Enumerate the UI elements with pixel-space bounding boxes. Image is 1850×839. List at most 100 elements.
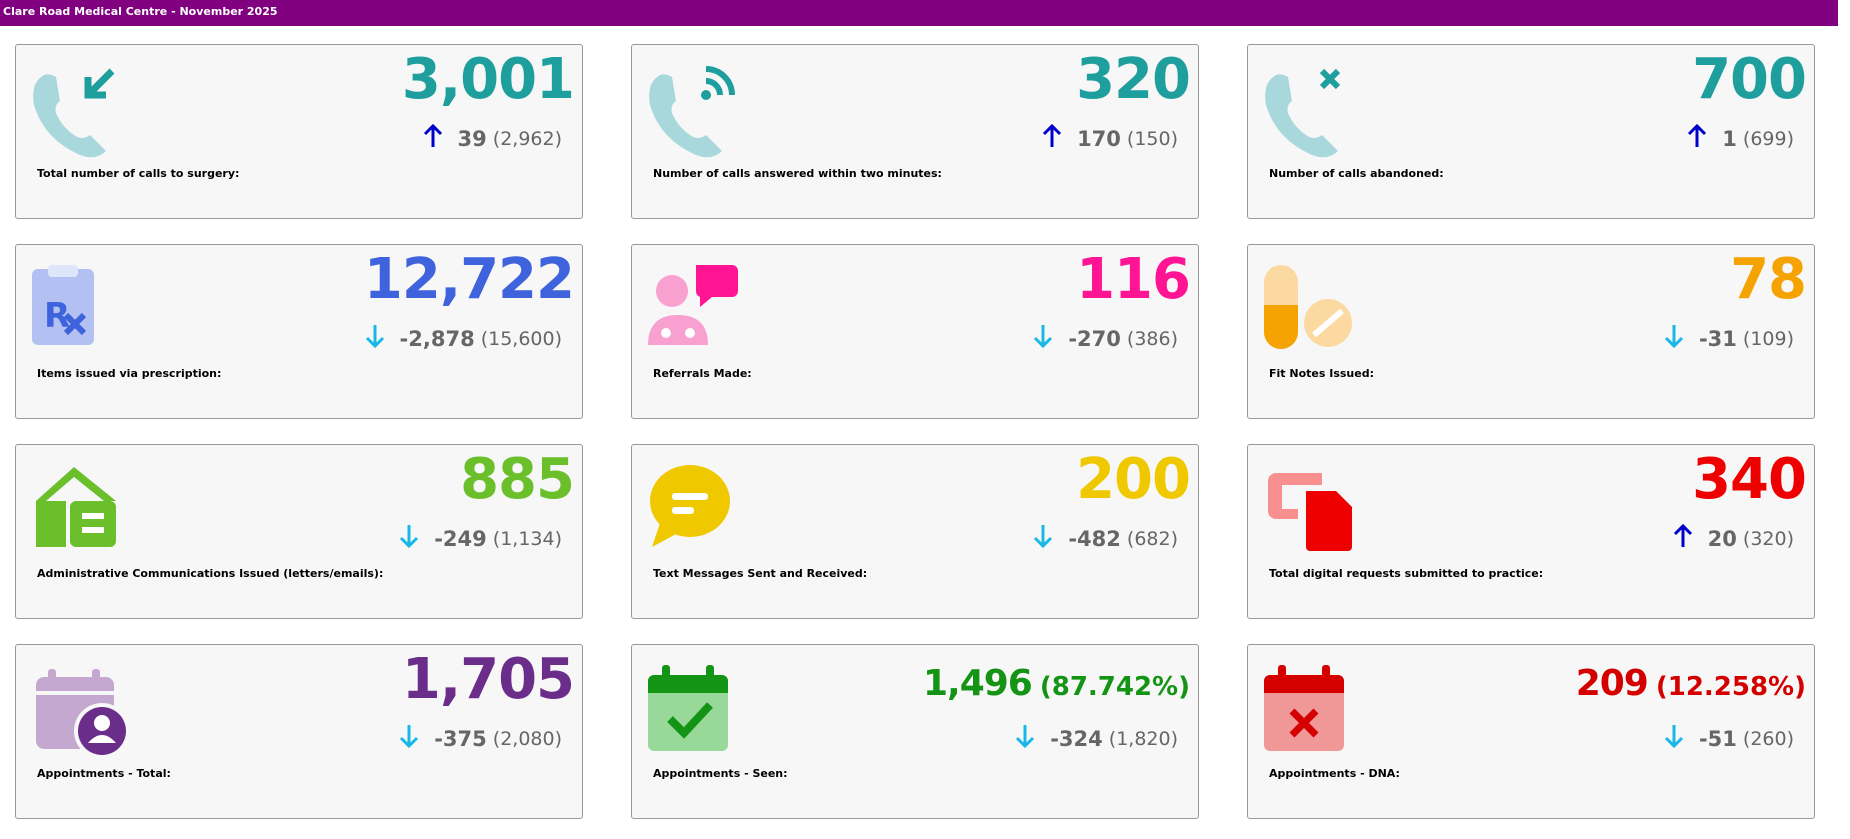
trend-arrow: [1032, 523, 1068, 554]
stat-card: 885 -249 (1,134) Administrative Communicati…: [15, 444, 583, 619]
change-value: -375: [434, 726, 487, 751]
stat-card: 209 (12.258%) -51 (260) Appointments - DNA:: [1247, 644, 1815, 819]
icon: [36, 669, 130, 759]
stat-card: 116 -270 (386) Referrals Made:: [631, 244, 1199, 419]
card-label: Text Messages Sent and Received:: [653, 567, 868, 580]
card-label: Fit Notes Issued:: [1269, 367, 1374, 380]
change-row: -375 (2,080): [398, 723, 562, 754]
change-row: 170 (150): [1041, 123, 1178, 154]
card-value: 78: [1730, 247, 1807, 312]
previous-value: (1,134): [492, 527, 562, 550]
previous-value: (699): [1742, 127, 1794, 150]
card-value: 3,001: [401, 47, 575, 112]
card-label: Referrals Made:: [653, 367, 752, 380]
card-icon: R: [30, 261, 130, 365]
header-title: Clare Road Medical Centre - November 202…: [0, 0, 1838, 26]
main-value: 885: [460, 447, 575, 512]
card-value: 340: [1692, 447, 1807, 512]
change-value: 20: [1707, 526, 1737, 551]
card-label: Number of calls answered within two minu…: [653, 167, 942, 180]
trend-arrow: [1663, 723, 1699, 754]
trend-arrow: [1032, 323, 1068, 354]
main-value: 1,705: [401, 647, 575, 712]
main-value: 1,496: [922, 663, 1033, 704]
stat-card: 200 -482 (682) Text Messages Sent and Recei…: [631, 444, 1199, 619]
percent-value: (87.742%): [1039, 672, 1190, 702]
change-row: -482 (682): [1032, 523, 1178, 554]
stat-card: 1,496 (87.742%) -324 (1,820) Appointments - …: [631, 644, 1199, 819]
change-row: -2,878 (15,600): [364, 323, 562, 354]
trend-arrow: [1663, 323, 1699, 354]
card-label: Items issued via prescription:: [37, 367, 222, 380]
change-value: -270: [1068, 326, 1121, 351]
previous-value: (1,820): [1108, 727, 1178, 750]
previous-value: (320): [1742, 527, 1794, 550]
card-value: 320: [1076, 47, 1191, 112]
card-label: Appointments - Total:: [37, 767, 171, 780]
icon: [1265, 68, 1341, 158]
icon: [650, 465, 730, 547]
card-value: 12,722: [364, 247, 575, 312]
icon: [1264, 265, 1352, 349]
card-icon: [1262, 461, 1362, 565]
main-value: 3,001: [401, 47, 575, 112]
card-value: 885: [460, 447, 575, 512]
card-icon: [1262, 261, 1362, 365]
previous-value: (2,962): [492, 127, 562, 150]
card-icon: [1262, 661, 1362, 765]
previous-value: (2,080): [492, 727, 562, 750]
icon: [648, 665, 728, 751]
stat-card: R 12,722 -2,878 (15,600) Items issued via pr…: [15, 244, 583, 419]
previous-value: (109): [1742, 327, 1794, 350]
previous-value: (15,600): [480, 327, 562, 350]
change-value: -482: [1068, 526, 1121, 551]
icon: [648, 265, 738, 345]
stat-card: 320 170 (150) Number of calls answered with…: [631, 44, 1199, 219]
card-icon: [30, 61, 130, 165]
card-value: 1,705: [401, 647, 575, 712]
card-label: Administrative Communications Issued (le…: [37, 567, 384, 580]
change-value: 39: [457, 126, 487, 151]
change-row: 39 (2,962): [422, 123, 562, 154]
card-icon: [30, 661, 130, 765]
previous-value: (260): [1742, 727, 1794, 750]
card-icon: [646, 261, 746, 365]
card-icon: [1262, 61, 1362, 165]
main-value: 200: [1076, 447, 1191, 512]
icon: [36, 467, 116, 547]
card-label: Number of calls abandoned:: [1269, 167, 1444, 180]
stat-card: 78 -31 (109) Fit Notes Issued:: [1247, 244, 1815, 419]
change-row: -324 (1,820): [1014, 723, 1178, 754]
card-icon: [646, 461, 746, 565]
change-row: 1 (699): [1686, 123, 1794, 154]
icon: R: [32, 265, 94, 345]
card-value: 200: [1076, 447, 1191, 512]
change-row: -249 (1,134): [398, 523, 562, 554]
change-value: 1: [1722, 126, 1737, 151]
card-value: 209 (12.258%): [1576, 663, 1806, 704]
card-label: Appointments - Seen:: [653, 767, 788, 780]
stat-card: 700 1 (699) Number of calls abandoned:: [1247, 44, 1815, 219]
main-value: 78: [1730, 247, 1807, 312]
change-value: -51: [1698, 726, 1737, 751]
previous-value: (682): [1126, 527, 1178, 550]
card-label: Total digital requests submitted to prac…: [1269, 567, 1544, 580]
previous-value: (386): [1126, 327, 1178, 350]
main-value: 116: [1076, 247, 1191, 312]
change-value: 170: [1077, 126, 1121, 151]
card-label: Appointments - DNA:: [1269, 767, 1400, 780]
main-value: 340: [1692, 447, 1807, 512]
trend-arrow: [422, 123, 458, 154]
change-value: -31: [1698, 326, 1737, 351]
main-value: 209: [1575, 663, 1649, 704]
card-value: 700: [1692, 47, 1807, 112]
stat-card: 3,001 39 (2,962) Total number of calls to s…: [15, 44, 583, 219]
stat-card: 1,705 -375 (2,080) Appointments - Total:: [15, 644, 583, 819]
trend-arrow: [1686, 123, 1722, 154]
main-value: 700: [1692, 47, 1807, 112]
trend-arrow: [364, 323, 400, 354]
trend-arrow: [398, 723, 434, 754]
icon: [649, 66, 735, 158]
icon: [33, 68, 115, 158]
